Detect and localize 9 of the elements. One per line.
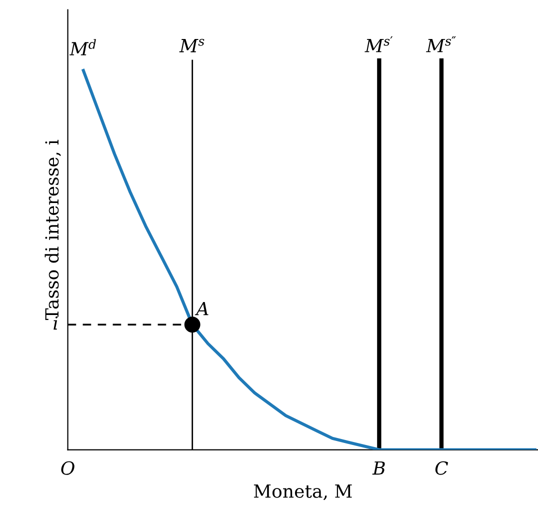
series-label: M$^{d}$ [69,39,96,56]
x-axis-title: Moneta, M [254,484,352,500]
series-label: A [194,302,208,316]
ref-line-label: M$^{s′}$ [364,36,393,52]
x-tick-label: C [435,461,448,475]
x-tick-label: B [372,461,385,475]
text: M$^{s}$ [179,38,204,52]
x-tick-label: O [61,461,74,475]
ref-line-label: M$^{s″}$ [426,36,456,52]
